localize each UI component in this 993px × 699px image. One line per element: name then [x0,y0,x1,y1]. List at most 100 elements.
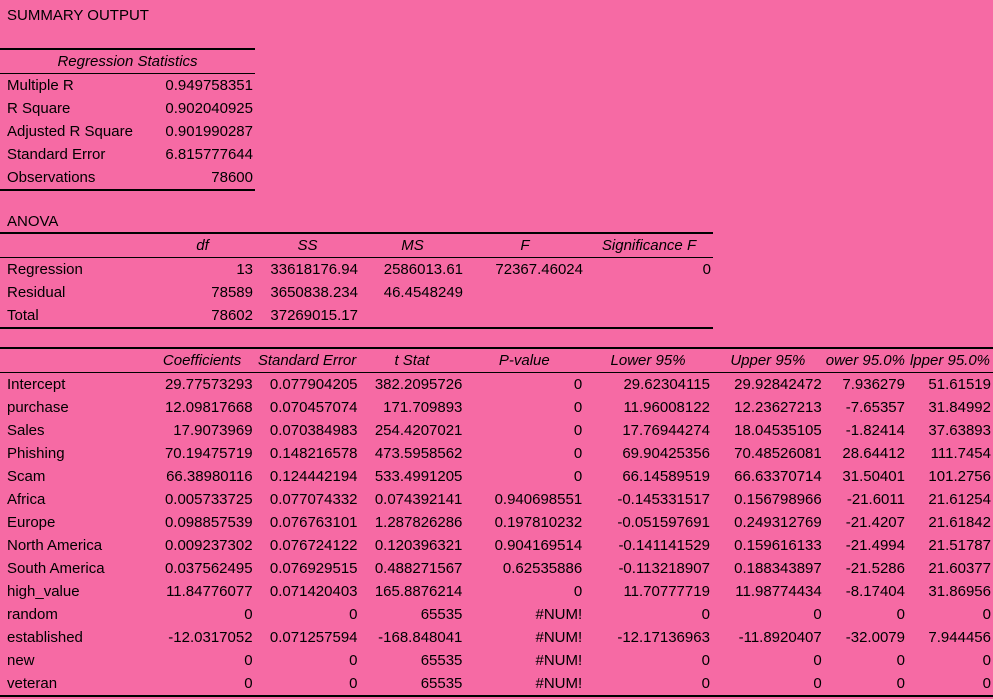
anova-row-label: Regression [7,261,83,278]
coefficient-cell: 0.120396321 [374,537,463,554]
coefficient-cell: 11.84776077 [166,583,253,600]
coefficient-cell: -32.0079 [845,629,905,646]
coefficient-cell: 0.070457074 [269,399,358,416]
coefficients-table: Coefficients Standard Error t Stat P-value L… [0,347,993,697]
stat-row: R Square 0.902040925 [0,97,255,120]
coefficient-variable-label: Intercept [7,376,66,393]
coefficient-cell: 382.2095726 [374,376,463,393]
coefficient-cell: 11.96008122 [623,399,710,416]
coefficient-cell: 28.64412 [842,445,905,462]
coefficient-variable-label: established [7,629,83,646]
coefficient-cell: 0 [349,606,358,623]
stat-value: 0.949758351 [165,77,253,94]
coefficient-row: Africa 0.005733725 0.077074332 0.074392141 0… [0,488,993,511]
anova-row: Total 78602 37269015.17 [0,304,713,329]
coefficient-cell: 0 [573,376,583,393]
coefficient-cell: #NUM! [535,652,583,669]
coefficient-cell: 31.84992 [928,399,991,416]
coefficient-variable-label: South America [7,560,105,577]
coefficient-cell: 0 [573,468,583,485]
anova-cell: 72367.46024 [495,261,583,278]
coefficient-cell: 0 [573,422,583,439]
coefficient-cell: -12.17136963 [617,629,710,646]
coefficient-cell: -21.4994 [845,537,905,554]
anova-cell [465,281,585,304]
coefficient-cell: 0.940698551 [494,491,583,508]
coefficient-cell: 0.148216578 [269,445,358,462]
coefficient-cell: 111.7454 [930,445,991,462]
coefficient-cell: 0 [813,606,822,623]
coefficient-cell: -0.145331517 [617,491,710,508]
coefficient-cell: 0 [896,606,905,623]
stat-value: 6.815777644 [165,146,253,163]
coefficient-cell: -11.8920407 [738,629,822,646]
stat-label: R Square [7,100,71,117]
coefficient-cell: 101.2756 [928,468,991,485]
stat-label: Standard Error [7,146,106,163]
coefficient-row: Scam 66.38980116 0.124442194 533.4991205 0 66… [0,465,993,488]
coefficient-row: new 0 0 65535 #NUM! 0 0 0 0 [0,649,993,672]
stat-row: Standard Error 6.815777644 [0,143,255,166]
coefficient-cell: -0.051597691 [617,514,710,531]
anova-cell: 46.4548249 [383,284,463,301]
coefficient-cell: 0.077904205 [269,376,358,393]
coefficient-cell: -0.113218907 [618,560,710,577]
coefficients-column-header: ower 95.0% [823,347,907,373]
anova-row: Regression 13 33618176.94 2586013.61 72367.4… [0,258,713,282]
anova-row: Residual 78589 3650838.234 46.4548249 [0,281,713,304]
anova-cell [585,304,713,329]
stat-label: Adjusted R Square [7,123,133,140]
coefficient-variable-label: veteran [0,672,150,697]
coefficient-cell: 1.287826286 [374,514,463,531]
coefficient-variable-label: Phishing [7,445,65,462]
coefficient-row: North America 0.009237302 0.076724122 0.120… [0,534,993,557]
coefficient-cell: -21.6011 [846,491,905,508]
anova-cell: 37269015.17 [255,304,360,329]
anova-cell: 2586013.61 [383,261,463,278]
coefficient-cell: 0 [823,672,907,697]
coefficient-cell: 7.936279 [842,376,905,393]
coefficient-cell: 0.009237302 [164,537,253,554]
anova-cell [465,304,585,329]
stat-row: Adjusted R Square 0.901990287 [0,120,255,143]
coefficient-cell: 0.005733725 [164,491,253,508]
coefficient-variable-label: purchase [7,399,69,416]
coefficient-cell: 0.070384983 [269,422,358,439]
coefficients-column-header: Lower 95% [584,347,712,373]
stat-label: Multiple R [7,77,74,94]
anova-table: df SS MS F Significance F Regression 13 336181… [0,232,713,329]
anova-cell: 33618176.94 [270,261,358,278]
anova-row-label: Residual [7,284,66,301]
coefficient-row: high_value 11.84776077 0.071420403 165.8876… [0,580,993,603]
coefficient-cell: 0 [711,672,824,697]
coefficient-cell: 0.904169514 [494,537,583,554]
coefficient-cell: 21.60377 [928,560,991,577]
coefficient-row: Sales 17.9073969 0.070384983 254.4207021 0 17… [0,419,993,442]
anova-cell: 78602 [150,304,255,329]
coefficient-cell: #NUM! [464,672,585,697]
coefficient-cell: -21.4207 [845,514,905,531]
coefficient-cell: 0.037562495 [164,560,253,577]
coefficient-cell: 0.071257594 [269,629,358,646]
coefficient-cell: -12.0317052 [168,629,253,646]
anova-column-header: SS [255,232,360,258]
coefficient-cell: 69.90425356 [622,445,710,462]
coefficient-cell: 66.63370714 [734,468,822,485]
coefficient-variable-label: Europe [7,514,56,531]
coefficient-cell: 0 [573,445,583,462]
coefficient-cell: 29.92842472 [734,376,822,393]
coefficient-cell: 17.76944274 [622,422,710,439]
coefficient-cell: 0.098857539 [164,514,253,531]
anova-column-header [0,232,150,258]
coefficient-row: South America 0.037562495 0.076929515 0.488… [0,557,993,580]
coefficient-cell: 0 [573,399,583,416]
coefficient-cell: 0 [906,672,993,697]
coefficient-cell: 0.62535886 [502,560,583,577]
coefficients-column-header: Coefficients [149,347,255,373]
coefficient-cell: 0 [254,672,360,697]
coefficient-cell: 0.159616133 [734,537,822,554]
coefficients-column-header: Upper 95% [711,347,824,373]
coefficients-column-header: lpper 95.0% [906,347,993,373]
coefficient-cell: 0 [982,652,991,669]
coefficient-cell: 7.944456 [928,629,991,646]
